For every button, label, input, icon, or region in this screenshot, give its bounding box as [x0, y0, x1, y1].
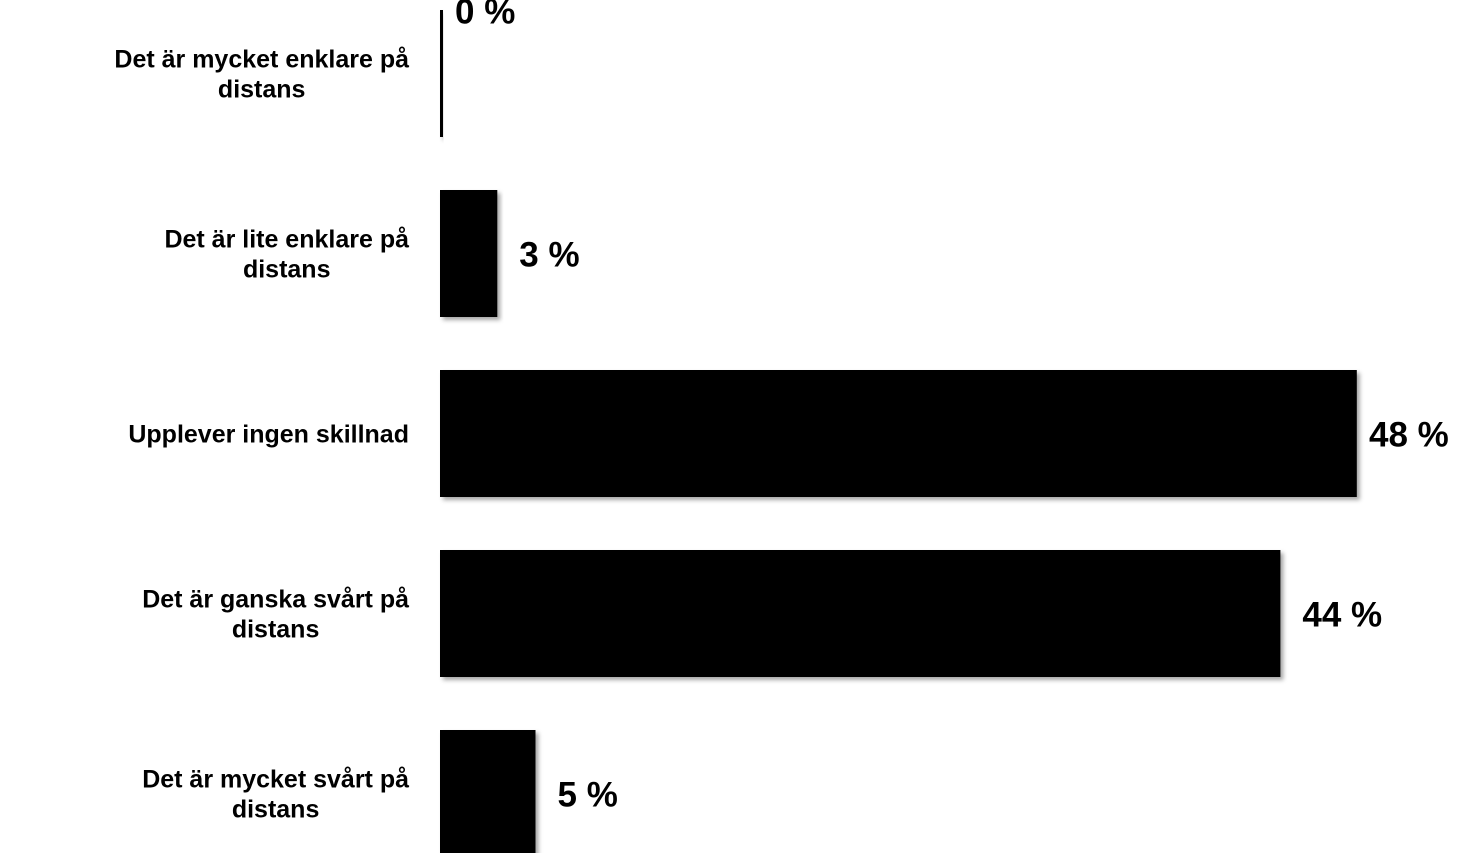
category-labels-group: Det är mycket enklare på distans Det är li… — [114, 46, 409, 824]
value-labels-group: 0 % 3 % 48 % 44 % 5 % — [455, 0, 1449, 815]
category-label: Det är lite enklare på distans — [164, 226, 409, 284]
bars-group — [440, 10, 1357, 853]
bar — [440, 10, 443, 137]
value-label: 0 % — [455, 0, 515, 32]
category-label: Det är mycket enklare på distans — [114, 46, 409, 104]
bar — [440, 370, 1357, 497]
value-label: 3 % — [519, 236, 579, 275]
bar — [440, 550, 1281, 677]
value-label: 48 % — [1369, 416, 1449, 455]
value-label: 5 % — [558, 776, 618, 815]
bar — [440, 190, 498, 317]
bar — [440, 730, 536, 853]
category-label: Det är mycket svårt på distans — [142, 766, 409, 824]
category-label: Det är ganska svårt på distans — [142, 586, 409, 644]
value-label: 44 % — [1302, 596, 1382, 635]
category-label: Upplever ingen skillnad — [128, 421, 409, 449]
